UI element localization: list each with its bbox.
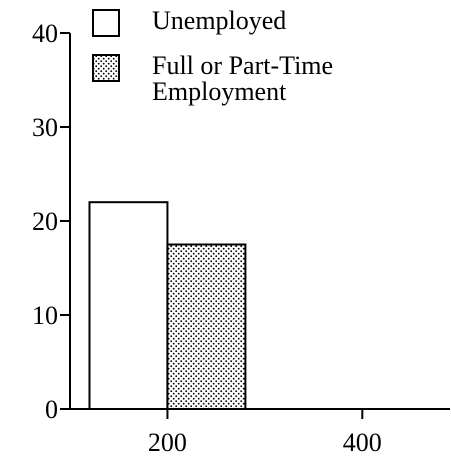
y-tick-label: 0 [45, 395, 58, 424]
bar [88, 201, 169, 410]
legend-swatch [92, 54, 120, 82]
y-tick-label: 20 [32, 207, 58, 236]
y-tick-label: 30 [32, 113, 58, 142]
x-tick-label: 400 [343, 428, 382, 457]
y-tick-label: 10 [32, 301, 58, 330]
x-tick-label: 200 [148, 428, 187, 457]
legend-label: Full or Part-Time Employment [152, 51, 334, 106]
legend-label: Unemployed [152, 6, 287, 35]
y-tick-label: 40 [32, 19, 58, 48]
bar [166, 243, 247, 410]
legend-swatch [92, 9, 120, 37]
